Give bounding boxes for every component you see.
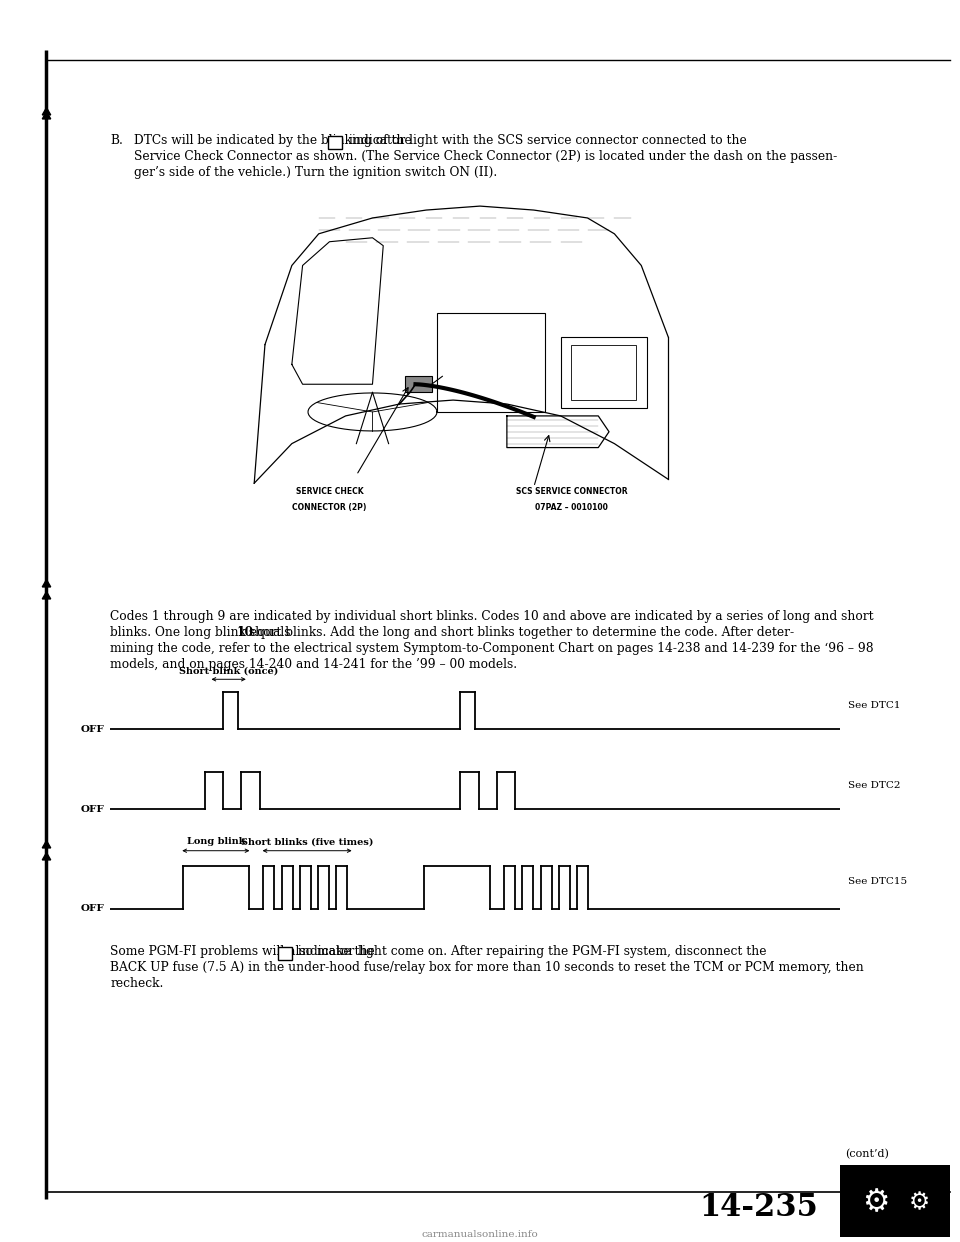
Text: indicator light come on. After repairing the PGM-FI system, disconnect the: indicator light come on. After repairing…: [295, 945, 767, 958]
Text: DTCs will be indicated by the blinking of the: DTCs will be indicated by the blinking o…: [134, 134, 416, 147]
Text: OFF: OFF: [81, 904, 104, 913]
Text: ⚙: ⚙: [862, 1187, 889, 1217]
Text: blinks. One long blink equals: blinks. One long blink equals: [110, 626, 295, 638]
Text: SCS SERVICE CONNECTOR: SCS SERVICE CONNECTOR: [516, 487, 627, 496]
Bar: [840, 1165, 950, 1237]
Text: CONNECTOR (2P): CONNECTOR (2P): [292, 503, 367, 512]
Text: OFF: OFF: [81, 725, 104, 734]
Text: mining the code, refer to the electrical system Symptom-to-Component Chart on pa: mining the code, refer to the electrical…: [110, 642, 874, 655]
Text: (cont’d): (cont’d): [845, 1149, 889, 1159]
Bar: [571, 344, 636, 400]
Text: 10: 10: [236, 626, 253, 638]
Text: Short blinks (five times): Short blinks (five times): [241, 837, 373, 847]
Text: Long blink: Long blink: [186, 837, 245, 847]
Text: Short blink (once): Short blink (once): [179, 667, 278, 676]
Text: 07PAZ – 0010100: 07PAZ – 0010100: [535, 503, 608, 512]
Text: See DTC15: See DTC15: [848, 877, 907, 886]
Text: models, and on pages 14-240 and 14-241 for the ’99 – 00 models.: models, and on pages 14-240 and 14-241 f…: [110, 658, 517, 671]
Text: Codes 1 through 9 are indicated by individual short blinks. Codes 10 and above a: Codes 1 through 9 are indicated by indiv…: [110, 610, 874, 623]
Text: D: D: [280, 948, 289, 958]
FancyBboxPatch shape: [328, 135, 342, 149]
Text: B.: B.: [110, 134, 123, 147]
Bar: [405, 376, 432, 392]
Text: Service Check Connector as shown. (The Service Check Connector (2P) is located u: Service Check Connector as shown. (The S…: [134, 150, 838, 163]
Text: short blinks. Add the long and short blinks together to determine the code. Afte: short blinks. Add the long and short bli…: [246, 626, 795, 638]
Text: SERVICE CHECK: SERVICE CHECK: [296, 487, 363, 496]
Text: ⚙: ⚙: [909, 1190, 930, 1215]
Text: carmanualsonline.info: carmanualsonline.info: [421, 1230, 539, 1238]
Text: recheck.: recheck.: [110, 977, 164, 990]
Text: ger’s side of the vehicle.) Turn the ignition switch ON (II).: ger’s side of the vehicle.) Turn the ign…: [134, 166, 497, 179]
Bar: [437, 313, 544, 412]
Text: See DTC1: See DTC1: [848, 702, 900, 710]
Text: 14-235: 14-235: [699, 1192, 818, 1223]
Text: D: D: [331, 137, 340, 147]
FancyBboxPatch shape: [277, 946, 292, 960]
Text: OFF: OFF: [81, 805, 104, 814]
Text: indicator light with the SCS service connector connected to the: indicator light with the SCS service con…: [345, 134, 747, 147]
Text: Some PGM-FI problems will also make the: Some PGM-FI problems will also make the: [110, 945, 379, 958]
Bar: [561, 337, 647, 407]
Text: See DTC2: See DTC2: [848, 781, 900, 790]
Text: BACK UP fuse (7.5 A) in the under-hood fuse/relay box for more than 10 seconds t: BACK UP fuse (7.5 A) in the under-hood f…: [110, 961, 864, 974]
